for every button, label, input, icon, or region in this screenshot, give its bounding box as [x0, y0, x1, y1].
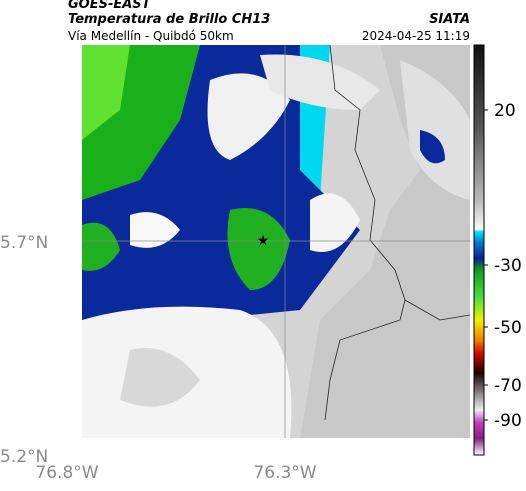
satellite-image: ★: [82, 45, 470, 438]
colorbar: [473, 44, 485, 456]
source: SIATA: [429, 12, 470, 27]
colorbar-label: -50: [494, 318, 522, 338]
colorbar-label: -90: [494, 411, 522, 431]
lat-label: 5.2°N: [0, 447, 48, 467]
lon-label: 76.3°W: [253, 463, 316, 483]
colorbar-ticks: 20 -30 -50 -70 -90: [484, 101, 522, 431]
timestamp: 2024-04-25 11:19: [362, 29, 470, 43]
colorbar-label: 20: [494, 101, 516, 121]
lon-label: 76.8°W: [35, 463, 98, 483]
colorbar-label: -70: [494, 376, 522, 396]
satellite: GOES-EAST: [68, 0, 152, 12]
colorbar-label: -30: [494, 256, 522, 276]
axis-labels: 5.7°N 5.2°N76.8°W 76.3°W: [0, 233, 317, 483]
svg-text:★: ★: [257, 233, 270, 249]
product: Temperatura de Brillo CH13: [68, 12, 270, 27]
lat-label: 5.7°N: [0, 233, 48, 253]
route: Vía Medellín - Quibdó 50km: [68, 29, 234, 43]
